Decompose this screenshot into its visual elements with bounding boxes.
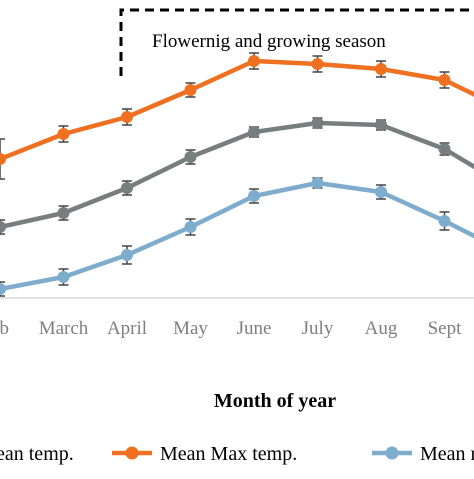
legend-item: Mean Max temp. xyxy=(112,443,297,465)
x-tick-labels: eb March April May June July Aug Sept xyxy=(0,318,462,339)
legend-label: Mean Max temp. xyxy=(160,443,297,465)
data-point xyxy=(438,143,451,155)
data-point xyxy=(184,84,197,96)
data-point xyxy=(375,63,387,75)
legend: ean temp. Mean Max temp. Mean m xyxy=(0,443,474,465)
data-point xyxy=(121,111,133,123)
series-line xyxy=(0,120,474,230)
legend-item: ean temp. xyxy=(0,443,74,465)
legend-item: Mean m xyxy=(372,443,474,465)
x-tick-label: April xyxy=(107,318,147,339)
series-line xyxy=(0,58,474,162)
x-tick-label: eb xyxy=(0,318,9,339)
series-mean-max-temp xyxy=(0,52,474,180)
data-point xyxy=(311,117,324,129)
data-point xyxy=(248,126,260,138)
series-mean-temp xyxy=(0,117,474,235)
data-point xyxy=(0,153,6,165)
data-point xyxy=(248,190,260,202)
data-point xyxy=(375,119,387,131)
data-point xyxy=(248,55,260,67)
data-point xyxy=(311,58,324,70)
x-tick-label: March xyxy=(39,318,89,339)
data-point xyxy=(184,221,197,233)
legend-marker xyxy=(385,446,399,460)
data-point xyxy=(311,177,324,189)
x-axis-title: Month of year xyxy=(214,390,336,412)
data-point xyxy=(121,249,133,261)
x-tick-label: Aug xyxy=(365,318,398,339)
series-line xyxy=(0,180,474,292)
legend-marker xyxy=(125,446,139,460)
data-point xyxy=(57,271,70,283)
legend-label: ean temp. xyxy=(0,443,74,465)
data-point xyxy=(0,283,6,295)
x-tick-label: Sept xyxy=(428,318,463,339)
series-layer xyxy=(0,52,474,297)
data-point xyxy=(438,215,451,227)
data-point xyxy=(0,221,6,233)
data-point xyxy=(375,186,387,198)
data-point xyxy=(57,207,70,219)
data-point xyxy=(184,151,197,163)
data-point xyxy=(121,182,133,194)
series-mean-min-temp xyxy=(0,177,474,297)
x-tick-label: June xyxy=(237,318,272,339)
season-annotation: Flowernig and growing season xyxy=(152,31,386,52)
data-point xyxy=(438,74,451,86)
season-bracket xyxy=(119,8,474,76)
x-tick-label: May xyxy=(173,318,208,339)
x-tick-label: July xyxy=(302,318,334,339)
data-point xyxy=(57,128,70,140)
legend-label: Mean m xyxy=(420,443,474,465)
